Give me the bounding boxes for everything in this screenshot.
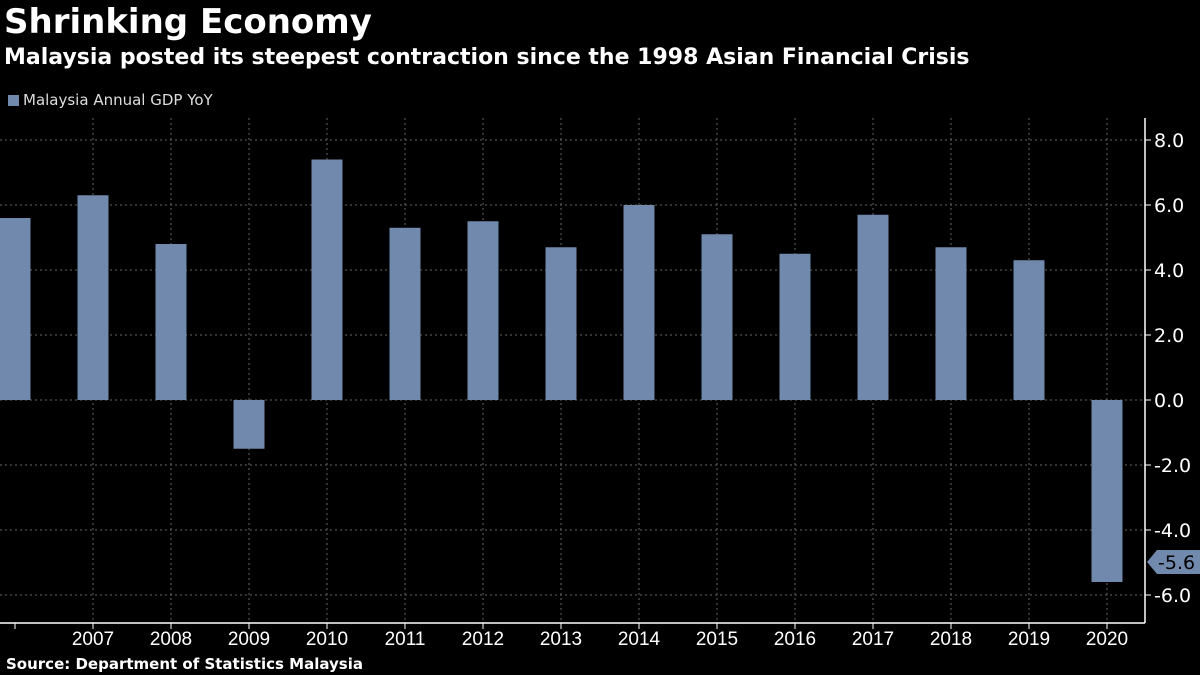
source-note: Source: Department of Statistics Malaysi… (6, 655, 363, 673)
bar-2013 (545, 247, 577, 400)
x-tick-label: 2017 (852, 629, 894, 650)
legend-swatch (8, 94, 19, 106)
x-tick-label: 2020 (1086, 629, 1128, 650)
y-tick-label: 0.0 (1154, 390, 1184, 412)
bar-2010 (311, 159, 343, 400)
y-tick-label: -6.0 (1154, 585, 1191, 607)
last-value-tag (1147, 550, 1200, 574)
chart-subtitle: Malaysia posted its steepest contraction… (4, 45, 970, 70)
x-tick-label: 2007 (72, 629, 114, 650)
bar-2016 (779, 253, 811, 400)
x-tick-label: 2011 (385, 629, 426, 650)
y-tick-label: 2.0 (1154, 325, 1184, 347)
bar-2020 (1091, 400, 1123, 582)
x-tick-label: 2014 (618, 629, 661, 650)
x-tick-label: 2018 (930, 629, 972, 650)
last-value-label: -5.6 (1158, 552, 1195, 574)
y-tick-label: 4.0 (1154, 260, 1184, 282)
bar-2008 (155, 244, 187, 400)
x-tick-label: 2009 (228, 629, 270, 650)
y-tick-label: 6.0 (1154, 195, 1184, 217)
x-tick-label: 2016 (774, 629, 816, 650)
chart-title: Shrinking Economy (4, 2, 372, 42)
bar-2017 (857, 214, 889, 400)
x-tick-label: 2010 (306, 629, 348, 650)
legend-label: Malaysia Annual GDP YoY (23, 91, 213, 109)
bar-2007 (77, 195, 109, 400)
legend: Malaysia Annual GDP YoY (8, 91, 213, 109)
bar-2019 (1013, 260, 1045, 400)
bar-2006 (0, 218, 31, 400)
y-tick-label: -2.0 (1154, 455, 1191, 477)
bar-2015 (701, 234, 733, 400)
x-tick-label: 2015 (696, 629, 738, 650)
bar-2014 (623, 205, 655, 400)
bar-2009 (233, 400, 265, 449)
bar-2011 (389, 227, 421, 400)
x-tick-label: 2012 (462, 629, 504, 650)
bar-2012 (467, 221, 499, 400)
x-tick-label: 2013 (540, 629, 582, 650)
x-tick-label: 2008 (150, 629, 192, 650)
y-tick-label: 8.0 (1154, 130, 1184, 152)
y-tick-label: -4.0 (1154, 520, 1191, 542)
x-tick-label: 2019 (1008, 629, 1050, 650)
bar-2018 (935, 247, 967, 400)
